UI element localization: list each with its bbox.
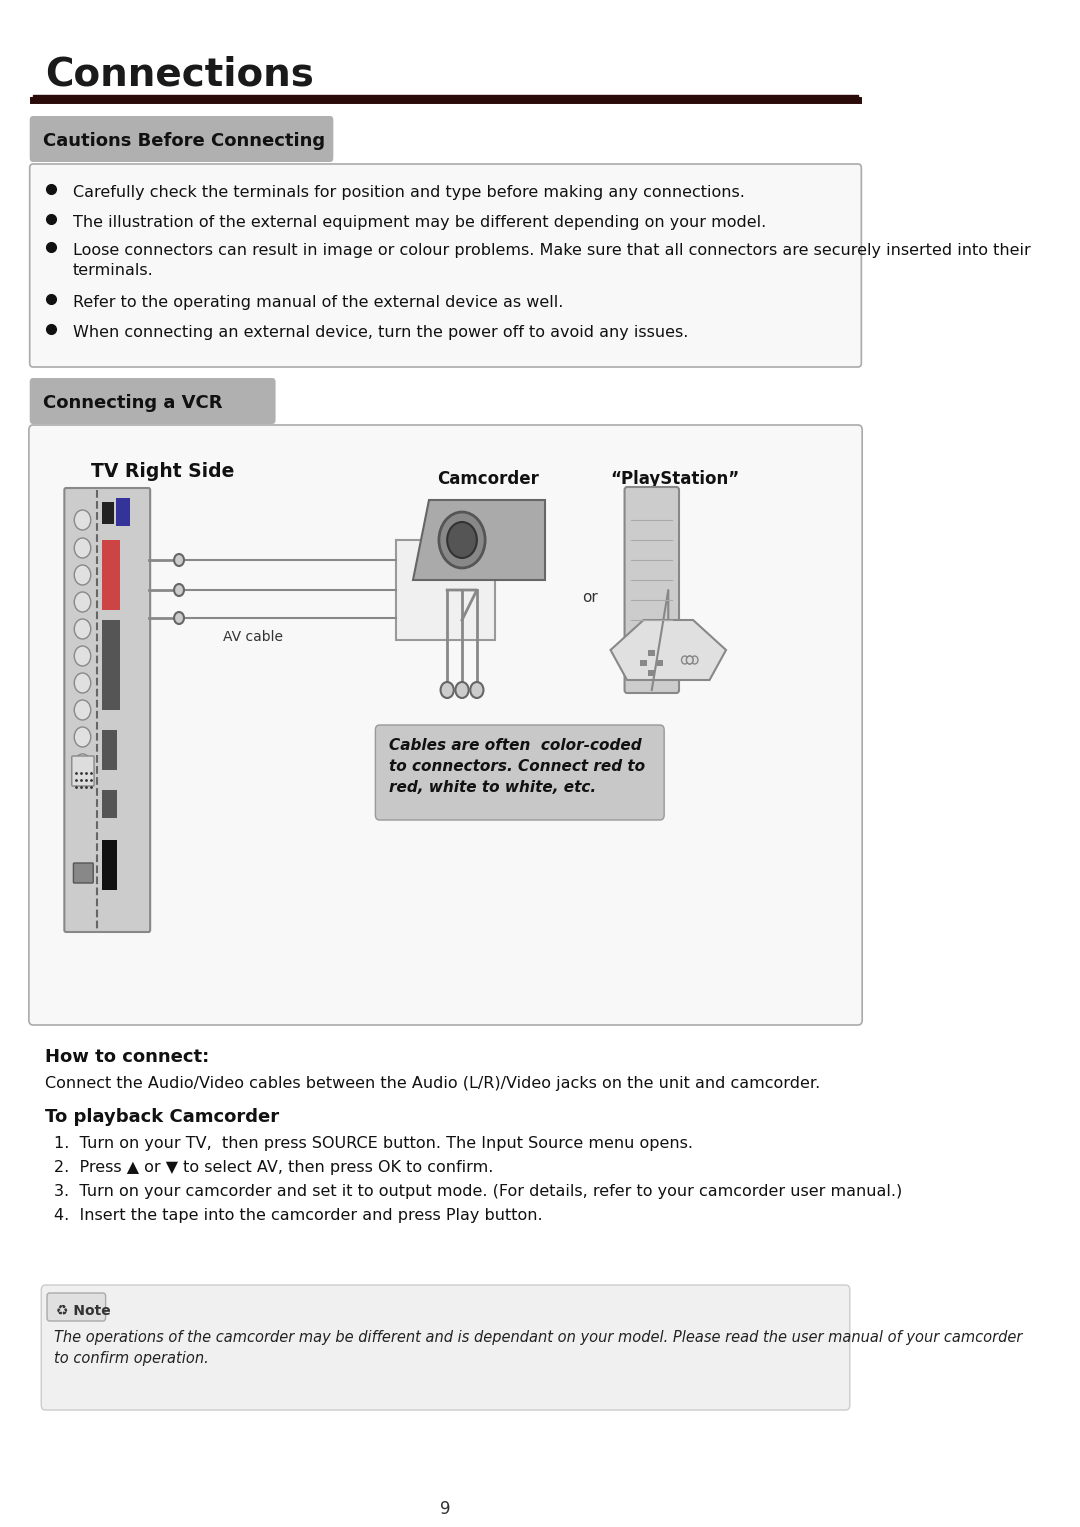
Text: How to connect:: How to connect:	[45, 1048, 210, 1066]
Circle shape	[470, 683, 484, 698]
Circle shape	[75, 754, 91, 774]
Circle shape	[687, 657, 693, 664]
Text: Carefully check the terminals for position and type before making any connection: Carefully check the terminals for positi…	[72, 185, 744, 200]
Circle shape	[174, 583, 184, 596]
Text: Cautions Before Connecting: Cautions Before Connecting	[43, 131, 325, 150]
FancyBboxPatch shape	[73, 863, 93, 883]
Circle shape	[687, 657, 693, 664]
FancyBboxPatch shape	[48, 1293, 106, 1321]
Circle shape	[75, 727, 91, 747]
Text: Camcorder: Camcorder	[437, 470, 539, 489]
Text: “PlayStation”: “PlayStation”	[610, 470, 740, 489]
Polygon shape	[610, 620, 726, 680]
Circle shape	[681, 657, 688, 664]
Bar	[396, 541, 495, 640]
Bar	[103, 541, 121, 609]
Circle shape	[75, 673, 91, 693]
Circle shape	[75, 592, 91, 612]
Circle shape	[438, 512, 485, 568]
Circle shape	[691, 657, 698, 664]
Text: Loose connectors can result in image or colour problems. Make sure that all conn: Loose connectors can result in image or …	[72, 243, 1030, 278]
FancyBboxPatch shape	[65, 489, 150, 931]
FancyBboxPatch shape	[29, 425, 862, 1025]
Bar	[33, 95, 858, 99]
Text: When connecting an external device, turn the power off to avoid any issues.: When connecting an external device, turn…	[72, 325, 688, 341]
Polygon shape	[413, 499, 544, 580]
FancyBboxPatch shape	[30, 116, 334, 162]
Text: The operations of the camcorder may be different and is dependant on your model.: The operations of the camcorder may be d…	[54, 1330, 1022, 1367]
Bar	[103, 789, 117, 818]
Circle shape	[447, 522, 477, 557]
Text: The illustration of the external equipment may be different depending on your mo: The illustration of the external equipme…	[72, 215, 766, 231]
Circle shape	[75, 699, 91, 721]
Text: 2.  Press ▲ or ▼ to select AV, then press OK to confirm.: 2. Press ▲ or ▼ to select AV, then press…	[54, 1161, 492, 1174]
Circle shape	[75, 538, 91, 557]
Text: Refer to the operating manual of the external device as well.: Refer to the operating manual of the ext…	[72, 295, 563, 310]
Circle shape	[174, 554, 184, 567]
FancyBboxPatch shape	[30, 379, 275, 425]
FancyBboxPatch shape	[30, 163, 862, 366]
Bar	[657, 660, 663, 666]
Text: Connect the Audio/Video cables between the Audio (L/R)/Video jacks on the unit a: Connect the Audio/Video cables between t…	[45, 1077, 821, 1090]
Circle shape	[441, 683, 454, 698]
Circle shape	[75, 565, 91, 585]
Text: AV cable: AV cable	[222, 631, 283, 644]
Text: Connections: Connections	[45, 55, 314, 93]
Circle shape	[75, 510, 91, 530]
Circle shape	[75, 618, 91, 638]
Text: 3.  Turn on your camcorder and set it to output mode. (For details, refer to you: 3. Turn on your camcorder and set it to …	[54, 1183, 902, 1199]
Text: To playback Camcorder: To playback Camcorder	[45, 1109, 280, 1125]
Bar	[103, 840, 117, 890]
Circle shape	[174, 612, 184, 625]
Bar	[103, 730, 117, 770]
Text: Cables are often  color-coded
to connectors. Connect red to
red, white to white,: Cables are often color-coded to connecto…	[390, 738, 646, 796]
FancyBboxPatch shape	[376, 725, 664, 820]
FancyBboxPatch shape	[41, 1286, 850, 1409]
FancyBboxPatch shape	[71, 756, 94, 786]
Text: TV Right Side: TV Right Side	[91, 463, 234, 481]
Bar	[103, 502, 113, 524]
Circle shape	[456, 683, 469, 698]
Bar	[640, 660, 647, 666]
Text: Connecting a VCR: Connecting a VCR	[43, 394, 222, 412]
Bar	[103, 620, 121, 710]
Bar	[648, 670, 656, 676]
Bar	[648, 651, 656, 657]
Text: 9: 9	[441, 1500, 450, 1518]
Text: 4.  Insert the tape into the camcorder and press Play button.: 4. Insert the tape into the camcorder an…	[54, 1208, 542, 1223]
Text: ♻ Note: ♻ Note	[56, 1304, 111, 1318]
Circle shape	[75, 646, 91, 666]
Text: or: or	[582, 589, 597, 605]
Text: 1.  Turn on your TV,  then press SOURCE button. The Input Source menu opens.: 1. Turn on your TV, then press SOURCE bu…	[54, 1136, 692, 1151]
FancyBboxPatch shape	[624, 487, 679, 693]
Bar	[116, 498, 131, 525]
